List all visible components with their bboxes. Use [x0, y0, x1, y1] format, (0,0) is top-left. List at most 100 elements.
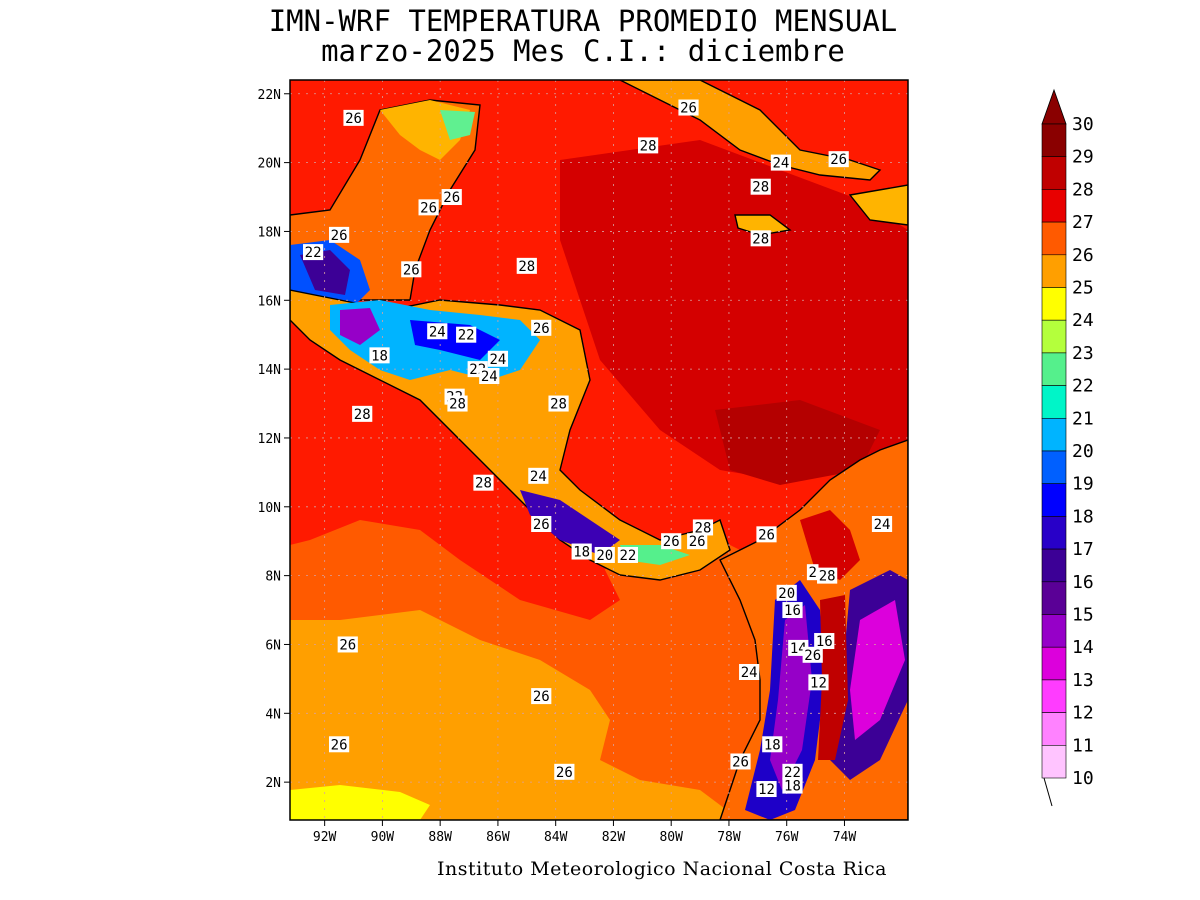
colorbar-lower-tail	[1043, 777, 1053, 807]
colorbar-swatch	[1041, 483, 1067, 517]
contour-label-text: 28	[752, 231, 769, 247]
contour-label-text: 26	[758, 527, 775, 543]
contour-label-text: 16	[816, 634, 833, 650]
contour-label: 26	[441, 189, 462, 206]
y-tick-label: 18N	[258, 225, 281, 240]
guatemala-highland-core	[340, 308, 380, 345]
x-tick-label: 76W	[775, 830, 799, 845]
contour-label-box	[739, 664, 760, 680]
contour-label-text: 26	[331, 228, 348, 244]
eastern-cordillera-core	[850, 600, 905, 740]
colorbar-swatch	[1041, 679, 1067, 713]
contour-label-text: 12	[758, 782, 775, 798]
contour-label-text: 28	[354, 407, 371, 423]
colorbar-label: 30	[1072, 114, 1094, 135]
map-frame	[289, 79, 909, 821]
contour-label-box	[528, 467, 549, 484]
contour-label-text: 26	[420, 200, 437, 216]
contour-label-box	[776, 584, 797, 601]
contour-label-text: 24	[481, 369, 498, 385]
contour-label-box	[756, 526, 777, 543]
contour-label: 28	[637, 137, 659, 154]
colorbar-swatch	[1041, 254, 1067, 288]
contour-label-text: 24	[874, 517, 891, 533]
colorbar-swatch	[1041, 123, 1067, 158]
contour-label-text: 22	[458, 328, 475, 344]
contour-label-text: 28	[449, 397, 466, 413]
colorbar-swatch	[1041, 548, 1067, 583]
contour-label-box	[516, 257, 537, 274]
contour-label-box	[337, 636, 358, 653]
contour-label-text: 26	[403, 262, 420, 278]
contour-label: 2	[806, 564, 819, 581]
y-tick-label: 20N	[258, 157, 281, 172]
contour-label-box	[871, 516, 893, 532]
contour-label-box	[756, 781, 777, 798]
contour-label-text: 26	[830, 152, 847, 168]
colorbar-swatch	[1041, 450, 1067, 485]
colorbar: 30 29 28 27 26 25 24 23 22 21 20 19 18 17 16 15 14 13 12 11…	[1041, 88, 1094, 807]
map-title-line-2: marzo-2025 Mes C.I.: diciembre	[321, 34, 845, 68]
x-tick-label: 92W	[313, 830, 337, 845]
colorbar-label: 26	[1072, 245, 1094, 266]
contour-label: 24	[487, 350, 509, 368]
contour-label-text: 20	[596, 548, 613, 564]
hispaniola-land	[848, 184, 908, 226]
contour-label-text: 20	[778, 586, 795, 602]
colorbar-label: 18	[1072, 506, 1094, 527]
contour-label: 26	[418, 199, 439, 216]
contour-label: 26	[337, 636, 358, 653]
x-tick-label: 90W	[371, 830, 395, 845]
colorbar-swatch	[1041, 385, 1067, 419]
contour-label-text: 26	[339, 637, 356, 653]
contour-label: 28	[548, 395, 569, 413]
contour-label-text: 12	[810, 675, 827, 691]
colorbar-swatch	[1041, 352, 1067, 386]
contour-label: 28	[516, 257, 537, 275]
colorbar-label: 21	[1072, 408, 1094, 429]
contour-label-box	[531, 688, 552, 705]
contour-label: 26	[531, 688, 552, 705]
contour-label-text: 26	[804, 648, 821, 664]
contour-label-text: 18	[764, 737, 781, 753]
contour-label-box	[806, 564, 819, 581]
y-tick-label: 6N	[265, 638, 281, 653]
contour-label: 26	[687, 533, 708, 550]
x-tick-label: 80W	[659, 830, 683, 845]
colorbar-label: 11	[1072, 735, 1094, 756]
contour-label: 26	[531, 319, 552, 337]
contour-label: 26	[328, 226, 350, 244]
contour-label-box	[692, 519, 714, 536]
y-tick-label: 16N	[258, 294, 281, 309]
y-tick-label: 10N	[258, 501, 281, 516]
contour-label-box	[441, 189, 462, 206]
contour-label: 16	[782, 602, 803, 619]
pacific-26-region	[290, 610, 740, 820]
contour-label-box	[617, 546, 638, 563]
contour-label-box	[730, 753, 751, 770]
contour-label-box	[487, 350, 509, 367]
y-tick-label: 14N	[258, 363, 281, 378]
contour-label-text: 26	[443, 190, 460, 206]
contour-label-text: 24	[741, 665, 758, 681]
yucatan-cool-patch	[440, 110, 475, 140]
contour-label: 20	[594, 546, 615, 564]
pacific-28-region	[290, 360, 620, 620]
contour-label: 22	[617, 546, 638, 564]
contour-label-text: 26	[556, 765, 573, 781]
colorbar-label: 17	[1072, 539, 1094, 560]
contour-label: 26	[401, 261, 422, 278]
contour-label-text: 2	[808, 565, 816, 581]
contour-label-box	[750, 178, 771, 195]
caribbean-warm-core	[560, 140, 908, 480]
contour-label-box	[661, 533, 682, 550]
contour-label-text: 26	[533, 321, 550, 337]
contour-label-box	[401, 261, 422, 278]
contour-label-text: 26	[689, 534, 706, 550]
contour-label: 22	[303, 244, 324, 261]
contour-label: 26	[531, 516, 552, 533]
contour-labels: 26 28 26 28 24 26 28 26 26 26 22 26 28 24 22 26 24 22 24 18…	[303, 99, 893, 798]
contour-label: 24	[528, 467, 549, 485]
contour-label-text: 26	[533, 689, 550, 705]
